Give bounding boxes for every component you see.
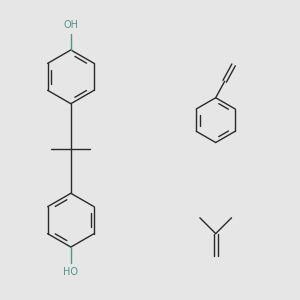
Text: HO: HO [63, 267, 78, 277]
Text: OH: OH [63, 20, 78, 30]
